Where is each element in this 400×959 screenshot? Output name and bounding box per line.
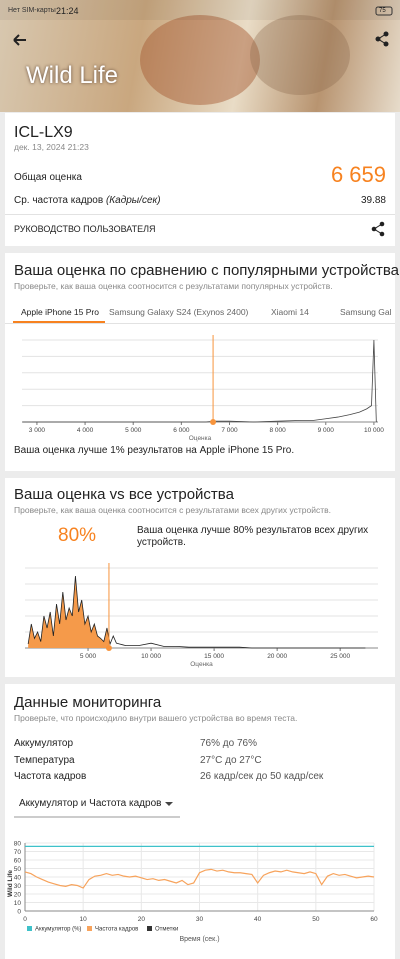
x-tick-label: 8 000 [269, 427, 286, 434]
fps-label-text: Ср. частота кадров [14, 195, 104, 206]
x-tick-label: 30 [196, 916, 204, 923]
legend-label: Частота кадров [95, 927, 138, 933]
y-tick-label: 50 [14, 866, 22, 873]
series-line [24, 868, 375, 889]
legend-swatch [87, 926, 92, 931]
x-axis-label: Оценка [190, 661, 213, 668]
date: дек. 13, 2024 21:23 [14, 142, 89, 152]
row-value: 26 кадр/сек до 50 кадр/сек [200, 771, 324, 782]
all-devices-chart: 5 000 10 000 15 000 20 000 25 000 Оценка [25, 563, 378, 668]
row-label: Температура [14, 754, 75, 766]
area-fill [28, 576, 109, 648]
divider [5, 323, 395, 324]
tab-indicator [13, 321, 105, 323]
y-tick-label: 20 [14, 892, 22, 899]
y-axis-label: Wild Life [7, 870, 14, 897]
dropdown[interactable]: Аккумулятор и Частота кадров [19, 798, 162, 809]
share-icon[interactable] [370, 221, 386, 237]
dropdown-frame [14, 802, 180, 818]
x-tick-label: 9 000 [318, 427, 335, 434]
y-tick-label: 40 [14, 875, 22, 882]
area-line [27, 575, 366, 649]
section-title: Ваша оценка по сравнению с популярными у… [14, 262, 400, 279]
section-subtitle: Проверьте, что происходило внутри вашего… [14, 713, 298, 723]
y-tick-label: 80 [14, 841, 22, 848]
tab[interactable]: Samsung Gal [340, 307, 392, 317]
back-icon[interactable] [13, 34, 26, 46]
row-value: 76% до 76% [200, 738, 257, 749]
legend-label: Аккумулятор (%) [35, 927, 81, 933]
header-art [0, 0, 400, 105]
section-subtitle: Проверьте, как ваша оценка соотносится с… [14, 505, 332, 515]
section-title: Ваша оценка vs все устройства [14, 486, 234, 503]
divider [5, 214, 395, 215]
row-label: Частота кадров [14, 771, 87, 782]
x-tick-label: 20 [138, 916, 146, 923]
x-tick-label: 25 000 [330, 653, 350, 660]
overall-value: 6 659 [330, 162, 386, 187]
header-image [0, 0, 400, 112]
fps-label: Ср. частота кадров (Кадры/сек) [14, 195, 161, 206]
x-tick-label: 15 000 [204, 653, 224, 660]
area-fill [22, 421, 214, 422]
score-dot [105, 645, 112, 651]
y-tick-label: 70 [14, 849, 22, 856]
x-tick-label: 10 [80, 916, 88, 923]
x-tick-label: 5 000 [125, 427, 142, 434]
x-tick-label: 10 000 [141, 653, 161, 660]
section-subtitle: Проверьте, как ваша оценка соотносится с… [14, 281, 333, 291]
x-tick-label: 20 000 [267, 653, 287, 660]
device-name: ICL-LX9 [14, 124, 73, 141]
x-tick-label: 5 000 [80, 653, 97, 660]
area-line [22, 339, 377, 423]
x-tick-label: 3 000 [29, 427, 46, 434]
x-tick-label: 40 [254, 916, 262, 923]
x-tick-label: 50 [312, 916, 320, 923]
comparison-card [5, 253, 395, 471]
x-tick-label: 0 [23, 916, 27, 923]
x-tick-label: 10 000 [364, 427, 384, 434]
x-tick-label: 4 000 [77, 427, 94, 434]
guide-link[interactable]: РУКОВОДСТВО ПОЛЬЗОВАТЕЛЯ [14, 224, 156, 234]
carrier: Нет SIM-карты [8, 7, 56, 14]
x-tick-label: 6 000 [173, 427, 190, 434]
x-axis-label: Время (сек.) [179, 936, 219, 943]
monitoring-card [5, 684, 395, 959]
battery: 75 [379, 8, 386, 14]
comparison-chart: 3 000 4 000 5 000 6 000 7 000 8 000 9 000 10 00… [22, 335, 384, 442]
y-tick-label: 10 [14, 900, 22, 907]
y-tick-label: 30 [14, 883, 22, 890]
row-label: Аккумулятор [14, 738, 74, 749]
all-devices-note: Ваша оценка лучше 80% результатов всех д… [137, 525, 369, 548]
summary-card [5, 113, 395, 246]
tabs: Apple iPhone 15 Pro Samsung Galaxy S24 (… [5, 300, 395, 324]
tab[interactable]: Samsung Galaxy S24 (Exynos 2400) [109, 307, 249, 317]
legend-label: Отметки [155, 927, 178, 933]
legend-swatch [147, 926, 152, 931]
share-icon[interactable] [375, 31, 389, 47]
clock: 21:24 [56, 6, 79, 16]
row-value: 27°C до 27°C [200, 754, 262, 766]
x-tick-label: 60 [370, 916, 378, 923]
fps-value: 39.88 [360, 195, 386, 206]
percent: 80% [58, 525, 97, 546]
x-tick-label: 7 000 [221, 427, 238, 434]
y-tick-label: 60 [14, 858, 22, 865]
fps-unit: (Кадры/сек) [105, 195, 161, 206]
y-tick-label: 0 [17, 909, 21, 916]
page-title: Wild Life [26, 62, 119, 89]
x-axis-label: Оценка [189, 435, 212, 442]
legend-swatch [27, 926, 32, 931]
tab[interactable]: Xiaomi 14 [271, 307, 309, 317]
overall-label: Общая оценка [14, 172, 82, 183]
tab[interactable]: Apple iPhone 15 Pro [21, 307, 99, 317]
comparison-note: Ваша оценка лучше 1% результатов на Appl… [14, 445, 295, 456]
status-icons [375, 6, 393, 16]
score-dot [210, 419, 217, 425]
section-title: Данные мониторинга [14, 694, 162, 711]
